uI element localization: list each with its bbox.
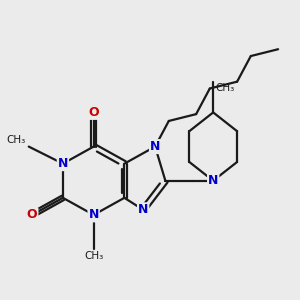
Text: N: N (88, 208, 99, 221)
Text: N: N (208, 174, 218, 187)
Text: N: N (138, 203, 148, 216)
Text: CH₃: CH₃ (7, 135, 26, 145)
Text: O: O (27, 208, 38, 221)
Text: O: O (88, 106, 99, 119)
Text: CH₃: CH₃ (84, 251, 103, 261)
Text: CH₃: CH₃ (215, 83, 234, 93)
Text: N: N (58, 157, 68, 170)
Text: N: N (150, 140, 160, 153)
